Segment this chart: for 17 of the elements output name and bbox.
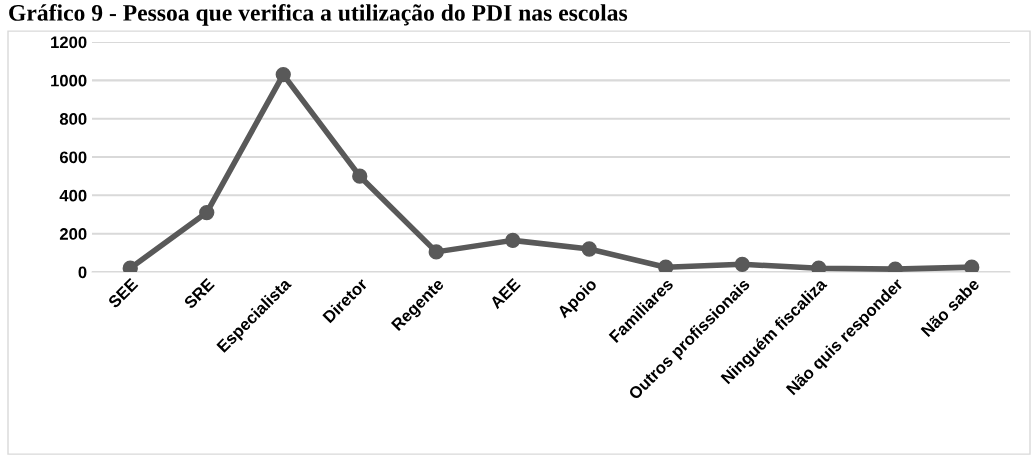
y-tick-label: 1000 — [51, 74, 87, 87]
y-tick-label: 200 — [59, 228, 87, 240]
point — [428, 244, 444, 260]
y-tick-label: 800 — [59, 113, 87, 125]
point — [352, 168, 368, 184]
point — [199, 204, 215, 221]
point — [275, 66, 291, 83]
y-tick-label: 600 — [59, 151, 87, 164]
point — [581, 241, 597, 257]
y-tick-label: 400 — [59, 189, 87, 202]
y-tick-label: 1200 — [51, 36, 87, 49]
chart-title: Gráfico 9 - Pessoa que verifica a utilização do PDI nas escolas — [9, 4, 628, 26]
point — [964, 259, 980, 272]
point — [505, 232, 521, 249]
y-tick-label: 0 — [78, 266, 87, 279]
point — [734, 256, 750, 272]
point — [658, 259, 674, 272]
